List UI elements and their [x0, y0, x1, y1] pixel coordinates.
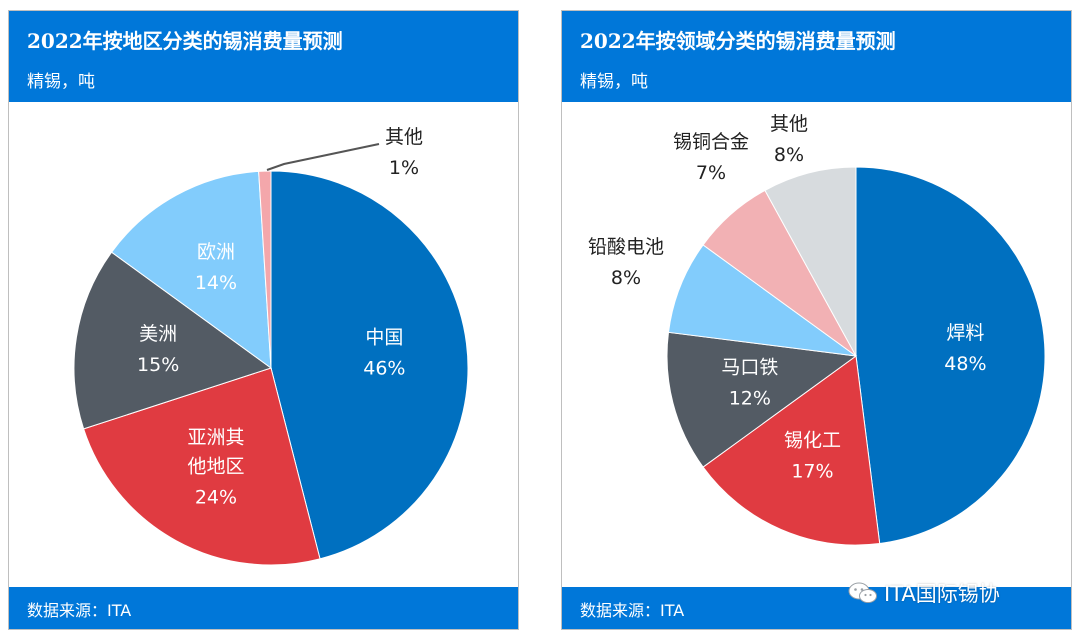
slice-label: 其他: [385, 126, 423, 148]
slice-label: 锡化工: [784, 430, 841, 452]
pie-slice: [73, 251, 273, 430]
chart-panel-sector: 2022年按领域分类的锡消费量预测 精锡，吨 焊料 48% 锡化工 17% 马口铁 12%…: [561, 10, 1072, 630]
slice-label: 其他: [770, 113, 808, 135]
slice-label: 中国: [365, 327, 403, 349]
leader-line: [266, 143, 380, 171]
pie-slice: [764, 166, 857, 357]
slice-label: 铅酸电池: [588, 236, 664, 258]
slice-label: 锡铜合金: [673, 131, 749, 153]
pie-slice: [666, 331, 858, 468]
panel-footer: 数据来源：ITA: [562, 587, 1071, 629]
slice-percent-label: 46%: [363, 358, 405, 380]
source-note: 数据来源：ITA: [27, 601, 132, 620]
unit-note: 精锡，吨: [580, 72, 648, 92]
slice-percent-label: 8%: [774, 144, 804, 166]
slice-label: 美洲: [139, 323, 177, 345]
slice-label: 亚洲其: [187, 427, 244, 449]
panel-header: 2022年按领域分类的锡消费量预测 精锡，吨: [562, 11, 1071, 102]
pie-slice: [855, 166, 1046, 545]
slice-label: 焊料: [946, 322, 984, 344]
pie-slice: [270, 170, 469, 560]
pie-slice: [83, 367, 321, 566]
pie-slice: [667, 244, 857, 357]
pie-chart-sector: 焊料 48% 锡化工 17% 马口铁 12% 铅酸电池 8% 锡铜合金 7% 其他 8%: [588, 113, 1046, 546]
chart-title: 2022年按领域分类的锡消费量预测: [580, 29, 896, 53]
watermark-text: ITA国际锡协: [884, 582, 1000, 606]
pie-slice: [110, 170, 272, 370]
pie-slice: [258, 170, 272, 369]
pie-slice: [702, 355, 881, 546]
slice-percent-label: 17%: [791, 461, 833, 483]
panel-header: 2022年按地区分类的锡消费量预测 精锡，吨: [9, 11, 518, 102]
slice-percent-label: 8%: [611, 267, 641, 289]
slice-label: 马口铁: [721, 356, 778, 378]
slice-percent-label: 48%: [944, 353, 986, 375]
watermark: ITA国际锡协: [848, 580, 1000, 606]
unit-note: 精锡，吨: [27, 72, 95, 92]
slice-percent-label: 24%: [195, 487, 237, 509]
slice-percent-label: 7%: [696, 162, 726, 184]
wechat-icon: [848, 582, 877, 603]
source-note: 数据来源：ITA: [580, 601, 685, 620]
slice-percent-label: 15%: [137, 354, 179, 376]
slice-label: 他地区: [187, 456, 244, 478]
slice-percent-label: 1%: [389, 157, 419, 179]
slice-percent-label: 14%: [195, 272, 237, 294]
slice-percent-label: 12%: [729, 387, 771, 409]
chart-panel-region: 2022年按地区分类的锡消费量预测 精锡，吨 中国 46% 亚洲其他地区 24% 美洲 1…: [8, 10, 519, 630]
slice-label: 欧洲: [197, 241, 235, 263]
panel-footer: 数据来源：ITA: [9, 587, 518, 629]
chart-title: 2022年按地区分类的锡消费量预测: [27, 29, 343, 53]
